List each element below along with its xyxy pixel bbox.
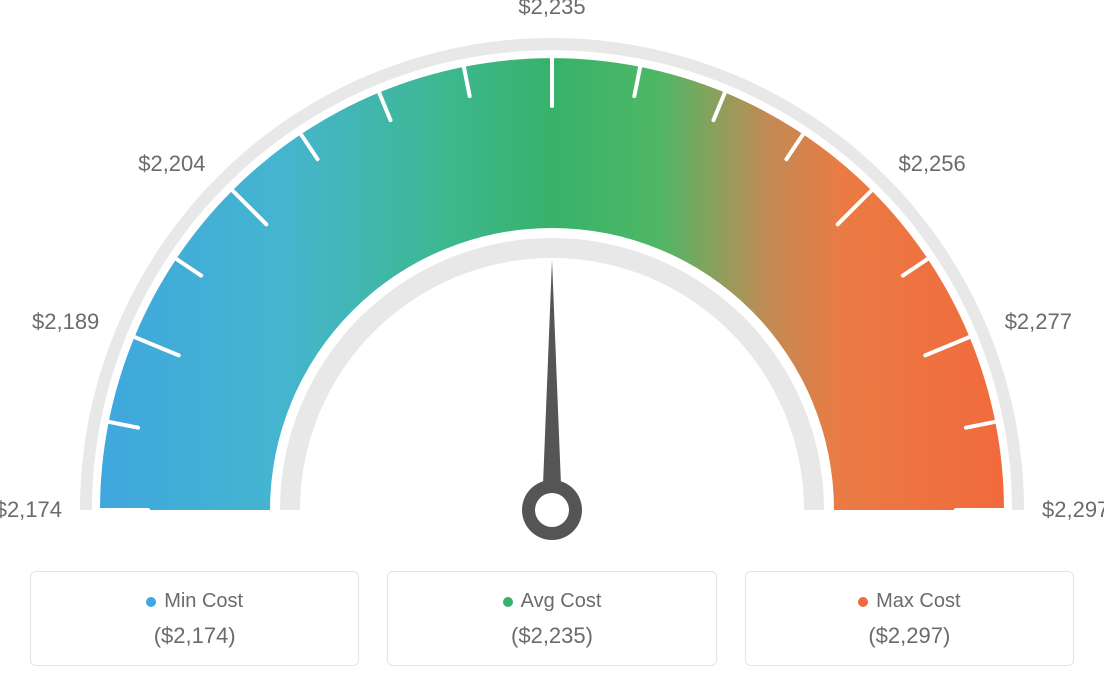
legend-max-title: Max Cost [756, 590, 1063, 613]
dot-icon [858, 597, 868, 607]
gauge-tick-label: $2,189 [32, 309, 99, 335]
dot-icon [146, 597, 156, 607]
gauge-cost-chart: $2,174 $2,189 $2,204 $2,235 $2,256 $2,277 $2,2… [0, 0, 1104, 690]
gauge-tick-label: $2,277 [1005, 309, 1072, 335]
legend-avg-value: ($2,235) [398, 623, 705, 649]
gauge-tick-label: $2,297 [1042, 497, 1104, 523]
gauge-tick-label: $2,256 [898, 151, 965, 177]
legend-min-value: ($2,174) [41, 623, 348, 649]
legend-min: Min Cost ($2,174) [30, 571, 359, 666]
legend-min-title-text: Min Cost [164, 590, 243, 612]
legend-max-title-text: Max Cost [876, 590, 960, 612]
gauge-tick-label: $2,174 [0, 497, 62, 523]
dot-icon [503, 597, 513, 607]
legend-max: Max Cost ($2,297) [745, 571, 1074, 666]
legend-min-title: Min Cost [41, 590, 348, 613]
gauge-tick-label: $2,235 [518, 0, 585, 20]
legend-row: Min Cost ($2,174) Avg Cost ($2,235) Max … [30, 571, 1074, 666]
legend-max-value: ($2,297) [756, 623, 1063, 649]
legend-avg-title-text: Avg Cost [521, 590, 602, 612]
gauge-svg [0, 0, 1104, 560]
gauge-area: $2,174 $2,189 $2,204 $2,235 $2,256 $2,277 $2,2… [0, 0, 1104, 560]
legend-avg-title: Avg Cost [398, 590, 705, 613]
legend-avg: Avg Cost ($2,235) [387, 571, 716, 666]
gauge-tick-label: $2,204 [138, 151, 205, 177]
